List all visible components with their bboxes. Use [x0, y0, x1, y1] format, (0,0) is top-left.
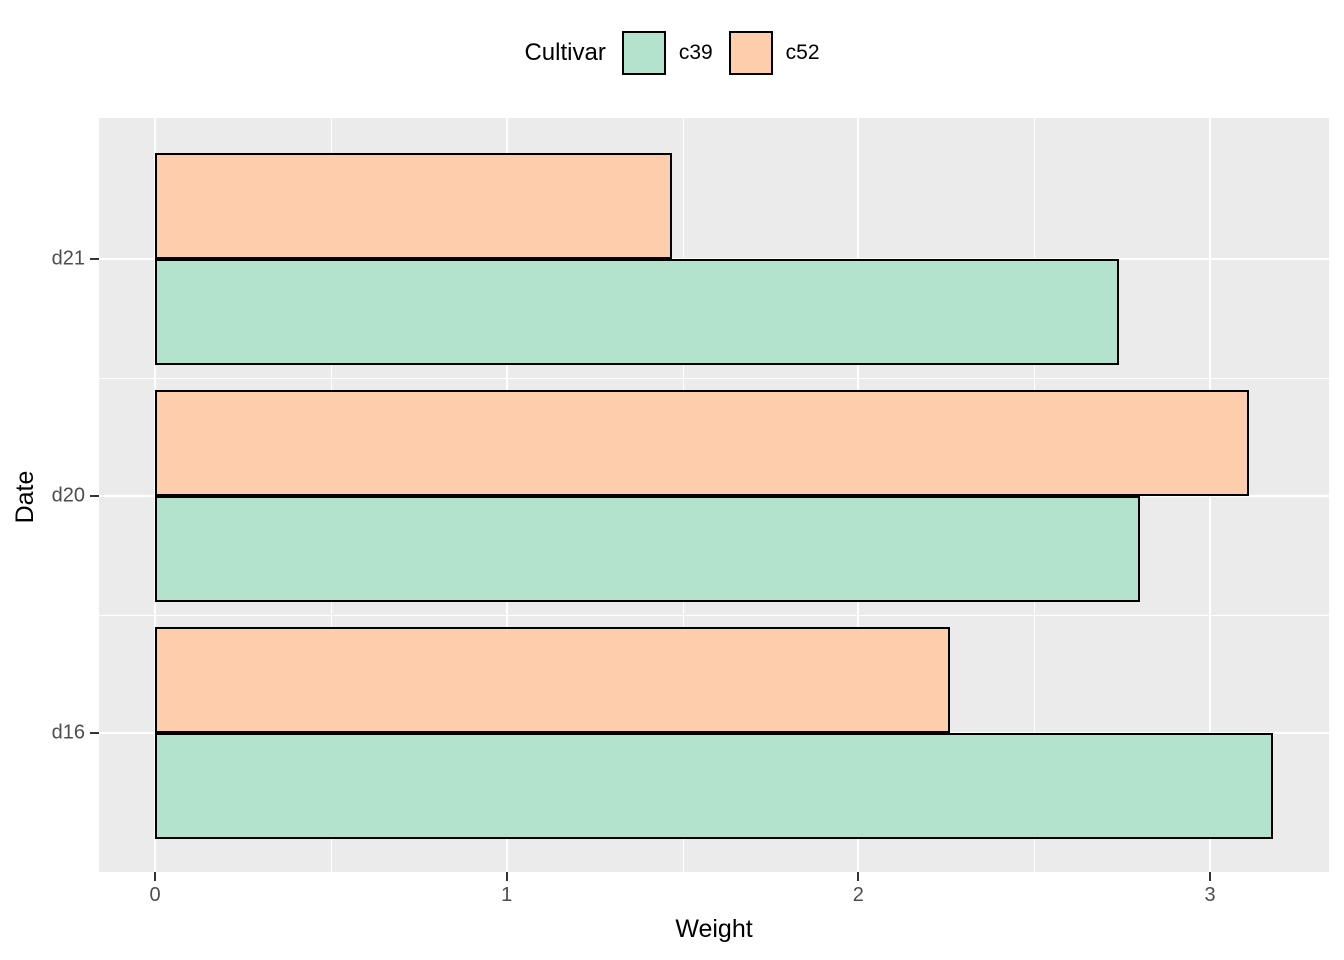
x-tick-mark — [505, 872, 508, 881]
x-tick-mark — [154, 872, 156, 881]
bar-d20-c52 — [155, 390, 1249, 496]
legend-item-c39: c39 — [621, 31, 713, 75]
x-tick-mark — [857, 872, 860, 881]
y-tick-mark — [90, 258, 99, 260]
legend-title: Cultivar — [524, 39, 606, 66]
legend-swatch-c39 — [621, 31, 666, 75]
legend-label-c39: c39 — [678, 41, 713, 64]
gridline-y-minor — [99, 614, 1329, 616]
bar-d21-c52 — [155, 153, 672, 259]
x-tick-mark — [1209, 872, 1211, 881]
y-tick-mark — [90, 495, 99, 497]
y-tick-mark — [90, 732, 99, 734]
y-tick-label: d16 — [51, 721, 85, 744]
gridline-y-minor — [99, 377, 1329, 379]
legend-label-c52: c52 — [785, 41, 820, 64]
legend: Cultivar c39 c52 — [0, 28, 1344, 78]
legend-item-c52: c52 — [728, 31, 820, 75]
x-axis-title: Weight — [675, 915, 753, 943]
x-tick-label: 1 — [501, 884, 513, 906]
plot-panel — [99, 118, 1329, 872]
x-tick-label: 2 — [852, 884, 864, 906]
y-tick-label: d21 — [51, 247, 85, 270]
bar-d16-c52 — [155, 627, 950, 733]
x-tick-label: 3 — [1204, 884, 1216, 906]
y-tick-label: d20 — [51, 484, 85, 507]
bar-d16-c39 — [155, 733, 1273, 839]
x-tick-label: 0 — [149, 884, 161, 906]
bar-d20-c39 — [155, 496, 1140, 602]
bar-d21-c39 — [155, 259, 1119, 365]
legend-swatch-c52 — [728, 31, 773, 75]
